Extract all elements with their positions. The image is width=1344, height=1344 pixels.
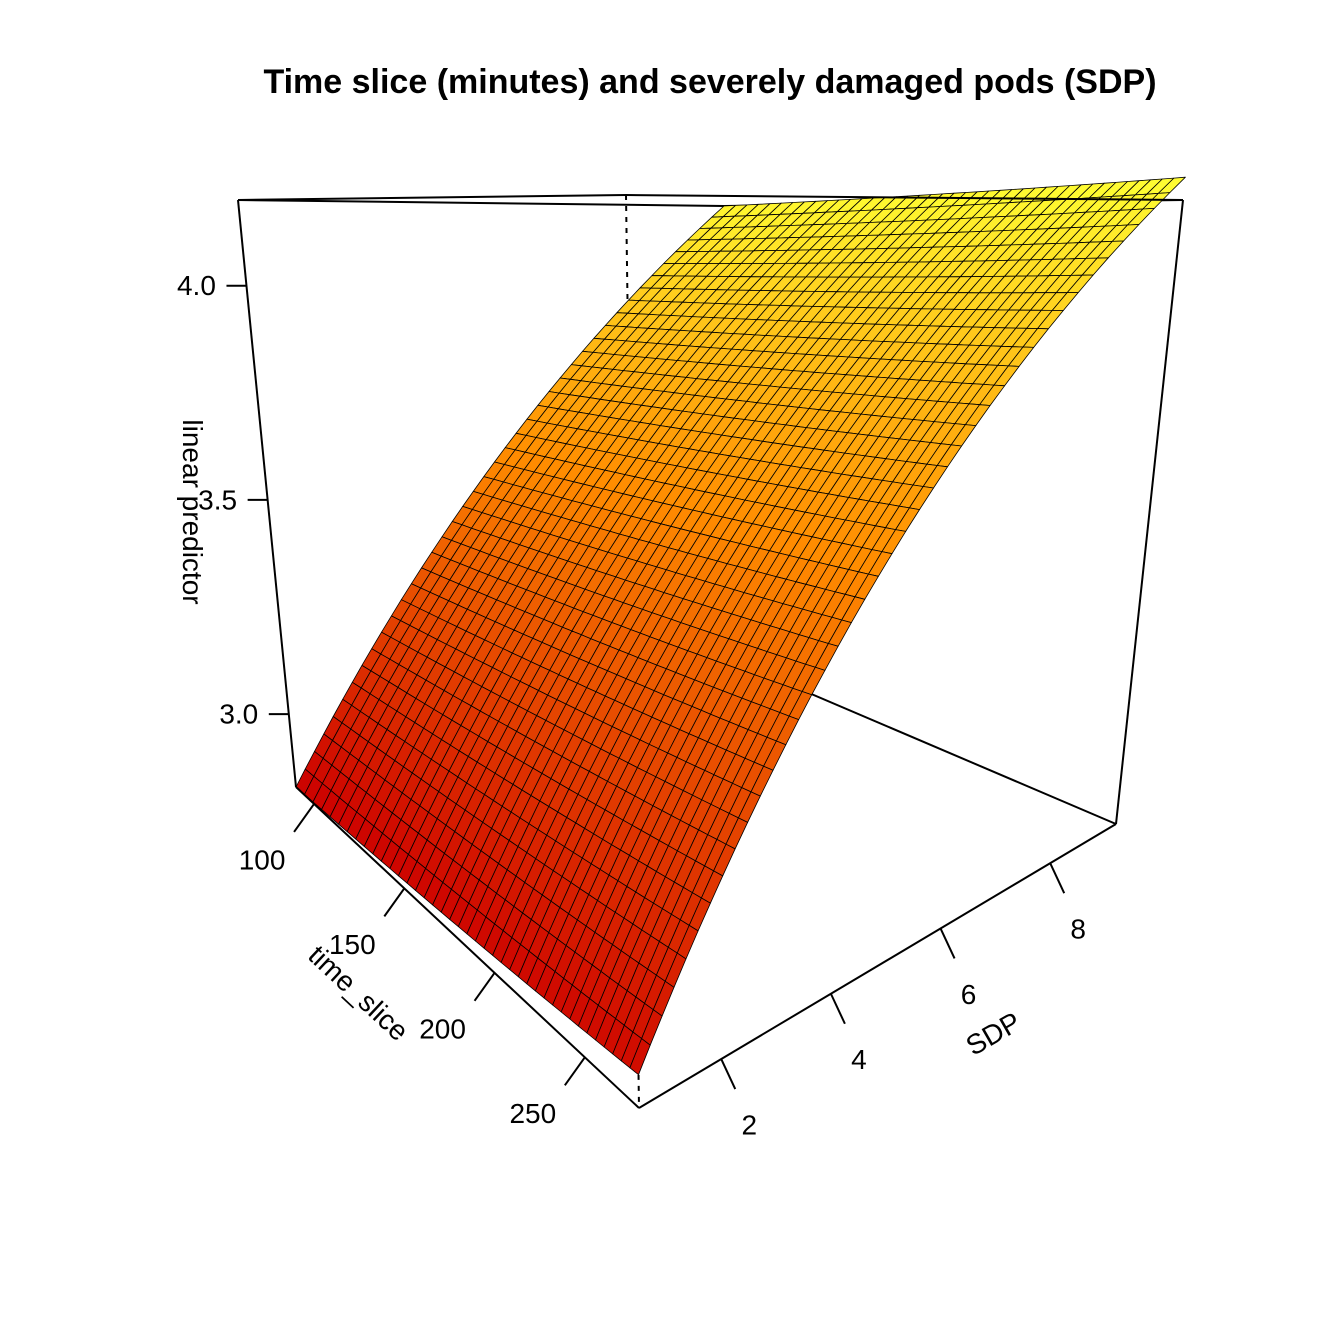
z-axis-tick-label: 3.5: [198, 484, 237, 515]
x-axis-tick-label: 100: [239, 844, 286, 875]
y-axis-tick: [829, 993, 846, 1025]
x-axis-tick-label: 150: [329, 929, 376, 960]
front-top-edge-left: [237, 194, 627, 201]
y-axis-tick: [1049, 862, 1066, 894]
x-axis-tick: [293, 803, 315, 833]
y-axis-tick: [720, 1058, 737, 1090]
x-axis-tick-label: 200: [419, 1013, 466, 1044]
front-top-edge-right: [625, 194, 1184, 201]
x-axis-tick: [473, 972, 496, 1002]
x-axis-tick: [564, 1056, 586, 1086]
chart-title: Time slice (minutes) and severely damage…: [263, 63, 1156, 101]
y-axis-line: [638, 823, 1117, 1109]
y-axis-tick-label: 2: [741, 1110, 757, 1141]
y-axis-tick-label: 8: [1070, 914, 1086, 945]
x-axis-tick-label: 250: [509, 1098, 556, 1129]
left-vertical-edge: [237, 199, 297, 788]
y-axis-tick-label: 6: [961, 979, 977, 1010]
z-axis-title: linear predictor: [177, 419, 208, 604]
y-axis-tick-label: 4: [851, 1044, 867, 1075]
y-axis-tick: [939, 928, 956, 959]
box-front-edges: [237, 194, 1184, 1109]
surface-facet: [629, 1038, 651, 1076]
surface-mesh: [295, 176, 1186, 1076]
x-axis-line: [295, 786, 640, 1109]
z-axis-tick-label: 4.0: [177, 270, 216, 301]
back-top-edge-left: [237, 199, 725, 207]
x-axis-tick: [383, 887, 406, 917]
right-vertical-edge: [1115, 199, 1184, 825]
y-axis-title: SDP: [961, 1006, 1026, 1062]
z-axis-tick-label: 3.0: [219, 699, 258, 730]
